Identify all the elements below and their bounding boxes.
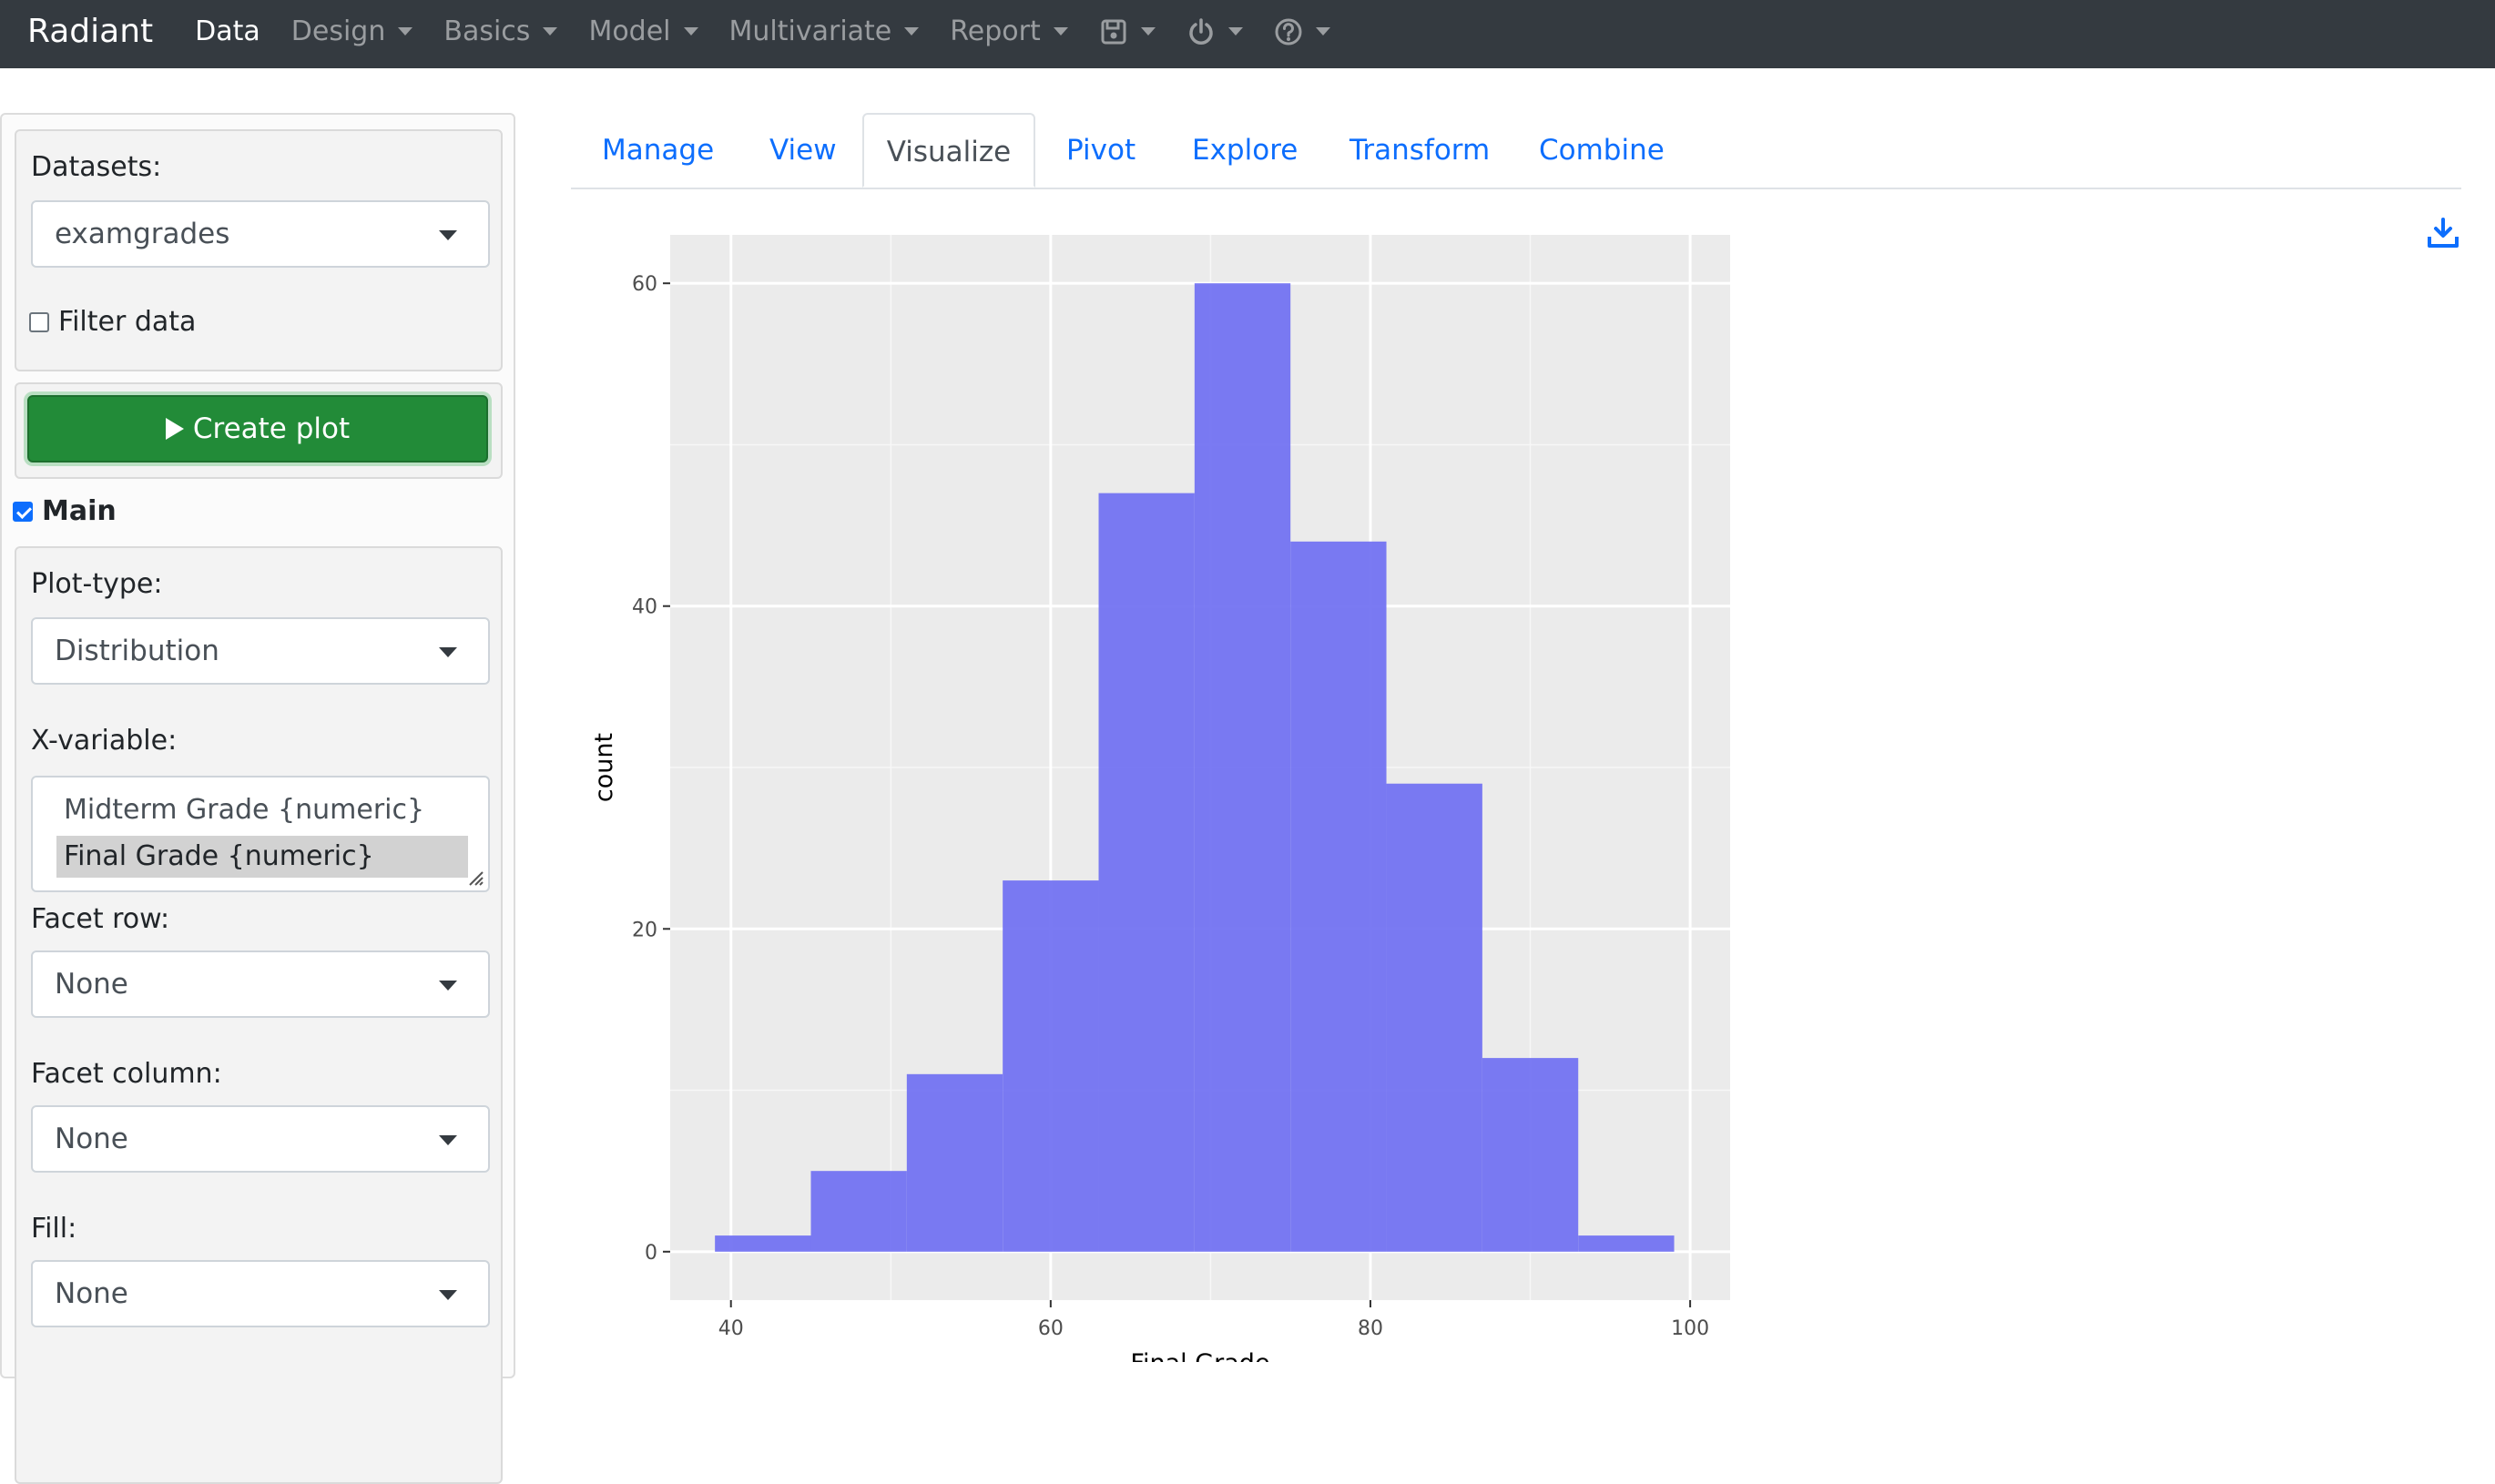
chevron-down-icon (1140, 27, 1156, 36)
x-variable-option-selected[interactable]: Final Grade {numeric} (56, 836, 468, 878)
x-variable-select[interactable]: Midterm Grade {numeric} Final Grade {num… (31, 776, 490, 892)
nav-save[interactable] (1099, 17, 1156, 46)
checkbox-icon (29, 311, 49, 332)
play-icon (165, 418, 184, 440)
resize-handle-icon[interactable] (466, 869, 484, 887)
y-tick-label: 60 (632, 273, 657, 296)
x-tick-label: 80 (1358, 1317, 1383, 1340)
brand[interactable]: Radiant (27, 13, 154, 50)
chevron-down-icon (683, 27, 698, 36)
y-tick-label: 20 (632, 919, 657, 941)
chevron-down-icon (439, 1135, 457, 1145)
fill-select[interactable]: None (31, 1260, 490, 1327)
chevron-down-icon (1227, 27, 1243, 36)
tab-explore[interactable]: Explore (1192, 134, 1298, 167)
nav-model[interactable]: Model (588, 15, 698, 47)
save-icon (1101, 19, 1126, 44)
nav-basics[interactable]: Basics (443, 15, 558, 47)
histogram-bar (1003, 880, 1099, 1252)
chevron-down-icon (439, 230, 457, 240)
sidebar: Datasets: examgrades Filter data Create … (0, 113, 515, 1484)
x-tick-label: 40 (718, 1317, 744, 1340)
tab-view[interactable]: View (769, 134, 837, 167)
y-tick-label: 0 (645, 1242, 657, 1265)
create-plot-panel: Create plot (15, 382, 503, 479)
nav-help[interactable] (1274, 17, 1330, 46)
tab-manage[interactable]: Manage (602, 134, 715, 167)
histogram-bar (1194, 283, 1291, 1252)
chevron-down-icon (398, 27, 413, 36)
x-tick-label: 60 (1038, 1317, 1064, 1340)
tab-transform[interactable]: Transform (1349, 134, 1491, 167)
facet-column-label: Facet column: (31, 1058, 222, 1090)
top-navbar: Radiant Data Design Basics Model Multiva… (0, 0, 2495, 68)
datasets-panel: Datasets: examgrades Filter data (15, 129, 503, 371)
chevron-down-icon (1053, 27, 1068, 36)
histogram-bar (1482, 1058, 1579, 1252)
nav-report[interactable]: Report (950, 15, 1068, 47)
histogram-chart: 0 20 40 60 40 60 80 100 count Final Grade (590, 235, 1730, 1362)
chevron-down-icon (1315, 27, 1330, 36)
nav-multivariate[interactable]: Multivariate (729, 15, 920, 47)
chevron-down-icon (543, 27, 558, 36)
x-variable-label: X-variable: (31, 725, 178, 757)
plot-type-select[interactable]: Distribution (31, 617, 490, 685)
facet-row-label: Facet row: (31, 903, 170, 935)
data-tabs: Manage View Visualize Pivot Explore Tran… (571, 113, 2461, 189)
facet-column-select[interactable]: None (31, 1105, 490, 1173)
histogram-bar (906, 1073, 1003, 1252)
nav-data[interactable]: Data (195, 15, 260, 47)
x-axis-label: Final Grade (1130, 1349, 1269, 1362)
main-panel: Plot-type: Distribution X-variable: Midt… (15, 546, 503, 1484)
facet-row-select[interactable]: None (31, 950, 490, 1018)
chevron-down-icon (904, 27, 920, 36)
plot-type-label: Plot-type: (31, 568, 163, 600)
chevron-down-icon (439, 647, 457, 657)
histogram-bar (1386, 783, 1482, 1252)
y-tick-label: 40 (632, 596, 657, 619)
nav-power[interactable] (1186, 17, 1243, 46)
tab-pivot[interactable]: Pivot (1066, 134, 1136, 167)
x-variable-option[interactable]: Midterm Grade {numeric} (64, 794, 425, 826)
histogram-bar (810, 1171, 907, 1252)
histogram-bar (715, 1235, 811, 1252)
help-icon (1275, 18, 1302, 45)
histogram-bar (1098, 493, 1195, 1252)
histogram-bar (1290, 541, 1387, 1252)
nav-design[interactable]: Design (291, 15, 413, 47)
dataset-select[interactable]: examgrades (31, 200, 490, 268)
tab-combine[interactable]: Combine (1539, 134, 1665, 167)
tab-visualize[interactable]: Visualize (862, 113, 1035, 188)
main-checkbox[interactable]: Main (13, 495, 117, 527)
download-icon[interactable] (2427, 217, 2459, 249)
checkbox-checked-icon (13, 501, 33, 522)
fill-label: Fill: (31, 1213, 77, 1245)
histogram-bar (1578, 1235, 1675, 1252)
y-axis-label: count (590, 733, 618, 802)
axes: 0 20 40 60 40 60 80 100 (632, 273, 1709, 1340)
create-plot-button[interactable]: Create plot (27, 395, 488, 462)
histogram-bars (715, 283, 1675, 1252)
datasets-label: Datasets: (31, 151, 162, 183)
filter-data-checkbox[interactable]: Filter data (29, 306, 196, 338)
chevron-down-icon (439, 1290, 457, 1300)
x-tick-label: 100 (1671, 1317, 1709, 1340)
chevron-down-icon (439, 981, 457, 991)
power-icon (1188, 17, 1213, 45)
